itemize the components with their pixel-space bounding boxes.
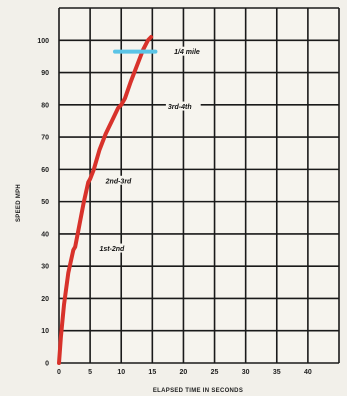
y-tick-label: 50 [41, 199, 49, 206]
y-tick-label: 20 [41, 296, 49, 303]
annotation: 1st-2nd [97, 243, 133, 253]
annotation-bg [97, 243, 133, 253]
x-tick-label: 15 [148, 369, 156, 376]
y-tick-label: 10 [41, 328, 49, 335]
x-tick-label: 35 [273, 369, 281, 376]
series-line [57, 35, 154, 365]
grid [58, 7, 340, 364]
x-tick-label: 20 [180, 369, 188, 376]
y-tick-label: 90 [41, 70, 49, 77]
tick-labels: 0 5 10 15 20 25 30 35 40 0 10 20 30 40 50 60 70 80 90 100 [37, 38, 312, 376]
annotation: 3rd-4th [165, 101, 201, 111]
x-tick-label: 40 [304, 369, 312, 376]
x-tick-label: 30 [242, 369, 250, 376]
y-tick-label: 70 [41, 135, 49, 142]
y-tick-label: 80 [41, 102, 49, 109]
annotations: 1st-2nd 2nd-3rd 3rd-4th 1/4 mile [97, 46, 212, 253]
y-tick-label: 40 [41, 231, 49, 238]
x-tick-label: 0 [57, 369, 61, 376]
series-layer [57, 35, 154, 365]
x-tick-label: 25 [211, 369, 219, 376]
annotation-label: 1st-2nd [99, 246, 125, 253]
annotation-bg [103, 175, 139, 185]
y-axis-title: SPEED MPH [16, 184, 22, 222]
y-tick-label: 60 [41, 167, 49, 174]
annotation: 2nd-3rd [103, 175, 139, 185]
y-tick-label: 30 [41, 264, 49, 271]
x-axis-title: ELAPSED TIME IN SECONDS [153, 388, 243, 394]
y-tick-label: 0 [45, 361, 49, 368]
x-tick-label: 5 [88, 369, 92, 376]
annotation-bg [165, 101, 201, 111]
y-tick-label: 100 [37, 38, 49, 45]
annotation-label: 1/4 mile [174, 49, 200, 56]
x-tick-label: 10 [117, 369, 125, 376]
annotation-bg [172, 46, 212, 56]
annotation-label: 2nd-3rd [105, 178, 132, 185]
annotation: 1/4 mile [172, 46, 212, 56]
plot-area [59, 8, 339, 363]
annotation-label: 3rd-4th [168, 104, 192, 111]
